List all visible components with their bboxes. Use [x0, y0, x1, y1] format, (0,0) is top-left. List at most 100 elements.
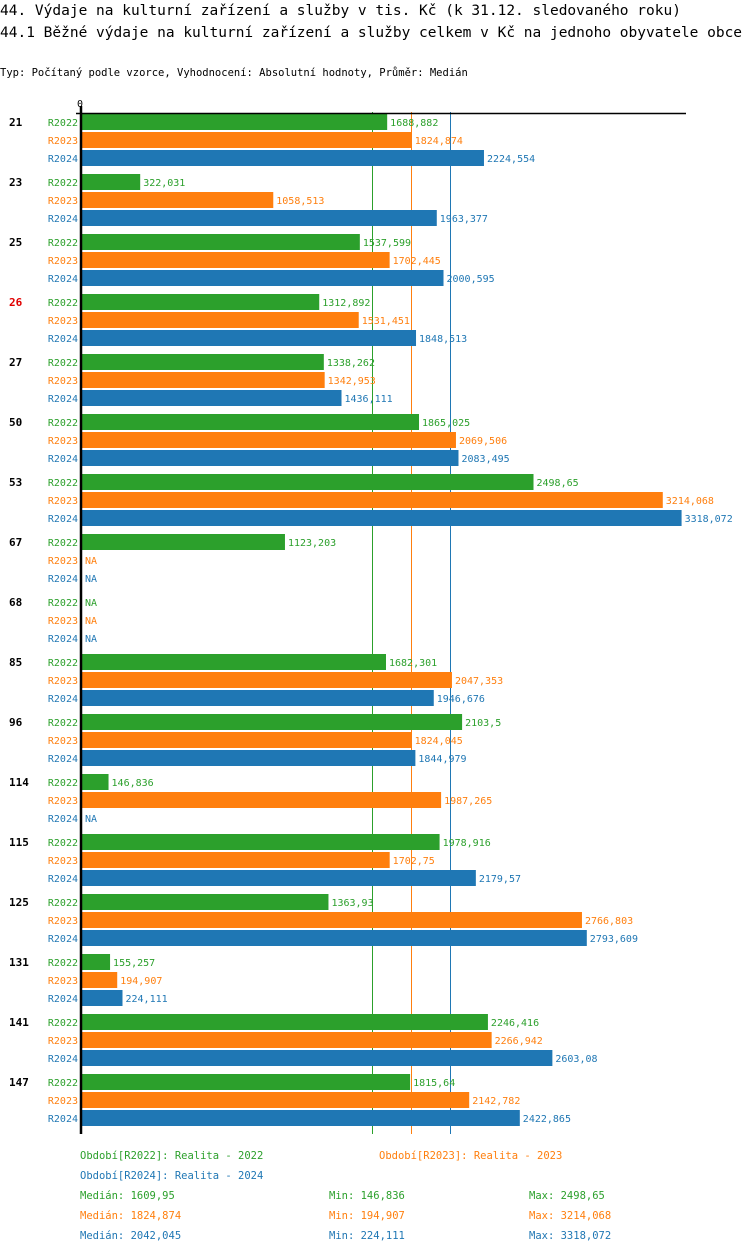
series-row-label: R2022 [48, 478, 78, 489]
category-label: 53 [9, 476, 22, 489]
bars-group: 21 R2022 1688,882 R2023 1824,874 R2024 2224,55… [9, 114, 733, 1126]
data-label: 2498,65 [537, 478, 579, 489]
data-label: 1978,916 [443, 838, 491, 849]
series-row-label: R2024 [48, 574, 78, 585]
legend-period-r2024: Období[R2024]: Realita - 2024 [80, 1170, 264, 1182]
bar-r2024-50 [82, 450, 459, 466]
series-row-label: R2023 [48, 736, 78, 747]
data-label: 1844,979 [418, 754, 466, 765]
bar-r2023-114 [82, 792, 442, 808]
series-row-label: R2024 [48, 934, 78, 945]
category-label: 23 [9, 176, 22, 189]
series-row-label: R2024 [48, 214, 78, 225]
series-row-label: R2022 [48, 358, 78, 369]
data-label: 1342,953 [328, 376, 376, 387]
series-row-label: R2022 [48, 898, 78, 909]
category-label: 85 [9, 656, 22, 669]
series-row-label: R2023 [48, 796, 78, 807]
data-label: 322,031 [143, 178, 185, 189]
legend-median-r2022: Medián: 1609,95 [80, 1190, 175, 1202]
series-row-label: R2023 [48, 376, 78, 387]
data-label: 2069,506 [459, 436, 507, 447]
series-row-label: R2022 [48, 418, 78, 429]
data-label: NA [85, 556, 97, 567]
data-label: 1688,882 [390, 118, 438, 129]
bar-r2022-96 [82, 714, 463, 730]
series-row-label: R2024 [48, 1114, 78, 1125]
series-row-label: R2022 [48, 538, 78, 549]
series-row-label: R2022 [48, 1018, 78, 1029]
bar-r2023-53 [82, 492, 663, 508]
legend-min-r2022: Min: 146,836 [329, 1190, 405, 1202]
category-label: 68 [9, 596, 22, 609]
category-label: 147 [9, 1076, 29, 1089]
bar-r2023-85 [82, 672, 452, 688]
data-label: 2103,5 [465, 718, 501, 729]
series-row-label: R2024 [48, 274, 78, 285]
series-row-label: R2024 [48, 454, 78, 465]
bar-r2023-25 [82, 252, 390, 268]
data-label: 1987,265 [444, 796, 492, 807]
legend-period-r2023: Období[R2023]: Realita - 2023 [379, 1150, 563, 1162]
data-label: 1436,111 [345, 394, 393, 405]
data-label: 1963,377 [440, 214, 488, 225]
category-label: 115 [9, 836, 29, 849]
series-row-label: R2023 [48, 976, 78, 987]
data-label: 1865,025 [422, 418, 470, 429]
bar-r2024-115 [82, 870, 476, 886]
series-row-label: R2023 [48, 496, 78, 507]
category-label: 125 [9, 896, 29, 909]
data-label: 2246,416 [491, 1018, 539, 1029]
bar-r2022-114 [82, 774, 109, 790]
series-row-label: R2022 [48, 658, 78, 669]
bar-r2023-50 [82, 432, 456, 448]
data-label: 2142,782 [472, 1096, 520, 1107]
data-label: NA [85, 616, 97, 627]
chart-subtitle: 44.1 Běžné výdaje na kulturní zařízení a… [0, 25, 743, 41]
bar-r2023-96 [82, 732, 412, 748]
bar-r2022-25 [82, 234, 360, 250]
category-label: 96 [9, 716, 23, 729]
series-row-label: R2023 [48, 676, 78, 687]
bar-r2024-25 [82, 270, 444, 286]
legend-median-r2024: Medián: 2042,045 [80, 1230, 182, 1242]
data-label: 2266,942 [495, 1036, 543, 1047]
data-label: 2603,08 [555, 1054, 597, 1065]
bar-r2024-53 [82, 510, 682, 526]
data-label: 2179,57 [479, 874, 521, 885]
series-row-label: R2023 [48, 916, 78, 927]
legend-max-r2024: Max: 3318,072 [529, 1230, 612, 1242]
bar-r2023-27 [82, 372, 325, 388]
data-label: 1123,203 [288, 538, 336, 549]
bar-r2022-50 [82, 414, 420, 430]
bar-r2023-23 [82, 192, 274, 208]
series-row-label: R2024 [48, 334, 78, 345]
chart-info-line: Typ: Počítaný podle vzorce, Vyhodnocení:… [0, 67, 468, 79]
data-label: NA [85, 814, 97, 825]
bar-r2022-147 [82, 1074, 411, 1090]
data-label: NA [85, 634, 97, 645]
series-row-label: R2022 [48, 718, 78, 729]
bar-r2022-26 [82, 294, 320, 310]
legend-max-r2022: Max: 2498,65 [529, 1190, 605, 1202]
bar-r2024-85 [82, 690, 434, 706]
data-label: 2422,865 [523, 1114, 571, 1125]
series-row-label: R2022 [48, 598, 78, 609]
series-row-label: R2024 [48, 754, 78, 765]
legend-median-r2023: Medián: 1824,874 [80, 1210, 182, 1222]
data-label: 2793,609 [590, 934, 638, 945]
data-label: 194,907 [120, 976, 162, 987]
bar-r2022-141 [82, 1014, 488, 1030]
series-row-label: R2024 [48, 694, 78, 705]
data-label: 1537,599 [363, 238, 411, 249]
data-label: 1702,75 [393, 856, 435, 867]
bar-r2023-141 [82, 1032, 492, 1048]
data-label: 2047,353 [455, 676, 503, 687]
bar-r2023-125 [82, 912, 582, 928]
series-row-label: R2022 [48, 1078, 78, 1089]
data-label: 1815,64 [413, 1078, 455, 1089]
data-label: 3214,068 [666, 496, 714, 507]
category-label: 131 [9, 956, 29, 969]
bar-r2024-141 [82, 1050, 553, 1066]
